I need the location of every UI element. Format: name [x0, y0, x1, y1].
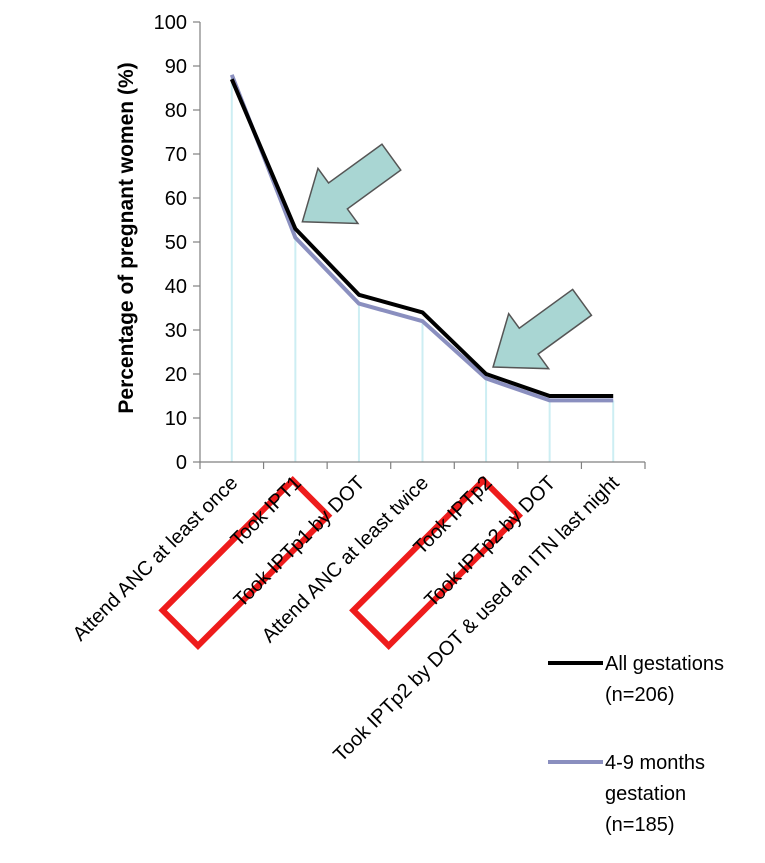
legend-label: (n=185) [605, 814, 675, 836]
legend: All gestations (n=206) 4-9 months gestation… [548, 653, 724, 836]
arrow-polygon [492, 288, 593, 370]
y-tick-label: 70 [165, 144, 187, 166]
legend-label: All gestations [605, 653, 724, 675]
y-tick-label: 90 [165, 56, 187, 78]
y-tick-label: 30 [165, 320, 187, 342]
y-tick-label: 60 [165, 188, 187, 210]
y-tick-label: 80 [165, 100, 187, 122]
axes: 0 10 20 30 40 50 60 70 80 90 100 [154, 12, 646, 474]
highlight-box [349, 476, 524, 650]
y-tick-label: 50 [165, 232, 187, 254]
y-tick-label: 100 [154, 12, 187, 34]
legend-label: gestation [605, 783, 686, 805]
series-lines [229, 74, 614, 403]
legend-label: 4-9 months [605, 752, 705, 774]
annotation-arrows [301, 143, 593, 370]
arrow-shape [301, 143, 402, 225]
drop-lines [230, 74, 615, 462]
highlight-boxes [158, 476, 524, 650]
y-tick-label: 40 [165, 276, 187, 298]
y-tick-label: 20 [165, 364, 187, 386]
arrow-shape [492, 288, 593, 370]
series-line [229, 74, 614, 403]
highlight-box [158, 476, 333, 650]
series-line [229, 78, 614, 398]
arrow-polygon [301, 143, 402, 225]
y-axis-title: Percentage of pregnant women (%) [115, 62, 138, 413]
y-tick-label: 0 [176, 452, 187, 474]
y-tick-label: 10 [165, 408, 187, 430]
legend-label: (n=206) [605, 684, 675, 706]
